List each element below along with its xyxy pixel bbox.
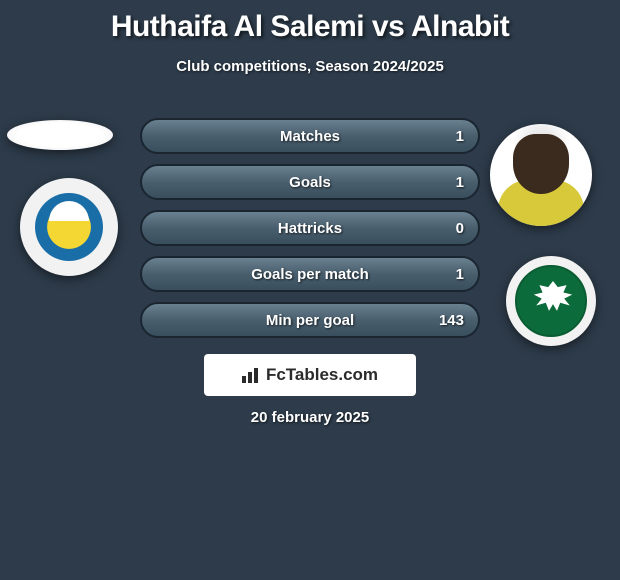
stat-label: Matches (142, 128, 478, 145)
date: 20 february 2025 (0, 409, 620, 426)
stat-row: Matches 1 (140, 118, 480, 154)
stat-row: Goals 1 (140, 164, 480, 200)
stat-row: Goals per match 1 (140, 256, 480, 292)
stat-right: 1 (456, 128, 464, 145)
stat-label: Goals per match (142, 266, 478, 283)
watermark[interactable]: FcTables.com (204, 354, 416, 396)
stat-label: Hattricks (142, 220, 478, 237)
stat-right: 143 (439, 312, 464, 329)
stats-container: Matches 1 Goals 1 Hattricks 0 Goals per … (140, 118, 480, 348)
club1-badge-graphic (35, 193, 103, 261)
bars-icon (242, 367, 262, 383)
player1-avatar (7, 120, 113, 150)
stat-right: 0 (456, 220, 464, 237)
stat-label: Goals (142, 174, 478, 191)
watermark-text: FcTables.com (266, 365, 378, 385)
club2-badge-graphic (515, 265, 587, 337)
subtitle: Club competitions, Season 2024/2025 (0, 58, 620, 75)
stat-row: Hattricks 0 (140, 210, 480, 246)
stat-row: Min per goal 143 (140, 302, 480, 338)
player2-club-badge (506, 256, 596, 346)
stat-right: 1 (456, 266, 464, 283)
player2-avatar (490, 124, 592, 226)
page-title: Huthaifa Al Salemi vs Alnabit (0, 0, 620, 44)
stat-right: 1 (456, 174, 464, 191)
stat-label: Min per goal (142, 312, 478, 329)
player1-club-badge (20, 178, 118, 276)
